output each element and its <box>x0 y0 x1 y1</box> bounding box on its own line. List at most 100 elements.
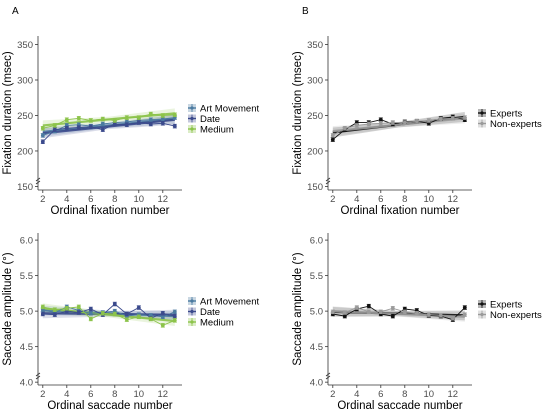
y-tick-label: 200 <box>307 146 323 157</box>
y-tick-label: 4.0 <box>310 377 323 388</box>
data-point <box>40 312 45 316</box>
axis-break-mark <box>35 372 41 380</box>
x-tick-label: 10 <box>134 194 145 205</box>
data-point <box>462 312 467 317</box>
data-point <box>354 123 359 128</box>
x-tick-label: 8 <box>402 389 407 400</box>
data-point <box>148 112 153 116</box>
legend-label: Medium <box>200 124 234 135</box>
data-point <box>124 115 129 120</box>
y-tick-label: 250 <box>307 111 323 122</box>
data-point <box>438 313 443 318</box>
data-point <box>100 311 105 316</box>
x-tick-label: 6 <box>378 389 383 400</box>
legend-key-point <box>190 116 194 121</box>
data-point <box>88 307 93 311</box>
data-point <box>330 137 335 142</box>
x-tick-label: 4 <box>354 194 359 205</box>
y-tick-label: 350 <box>307 40 323 51</box>
data-point <box>76 116 81 121</box>
y-tick-label: 150 <box>17 182 33 193</box>
data-point <box>390 306 395 311</box>
x-axis-title: Ordinal fixation number <box>341 205 460 217</box>
data-point <box>76 304 81 309</box>
data-point <box>450 116 455 121</box>
legend-label: Non-experts <box>490 119 542 130</box>
data-point <box>402 120 407 125</box>
legend-label: Experts <box>490 108 522 119</box>
series-line <box>332 305 466 321</box>
legend-label: Experts <box>490 299 522 310</box>
x-tick-label: 6 <box>88 194 93 205</box>
data-point <box>160 314 165 319</box>
data-point <box>76 125 81 130</box>
data-point <box>112 302 117 306</box>
x-axis-title: Ordinal saccade number <box>337 400 462 412</box>
data-point <box>330 133 335 138</box>
data-point <box>64 117 69 122</box>
series-line <box>42 113 175 129</box>
legend-key-point <box>190 127 194 131</box>
data-point <box>124 317 129 322</box>
data-point <box>40 304 45 309</box>
data-point <box>76 310 81 315</box>
x-tick-label: 10 <box>424 389 435 400</box>
legend-key-point <box>480 111 484 115</box>
legend-label: Art Movement <box>200 103 259 114</box>
data-point <box>100 127 105 132</box>
data-point <box>52 312 57 317</box>
x-tick-label: 10 <box>424 194 435 205</box>
x-axis-title: Ordinal fixation number <box>51 205 170 217</box>
legend-label: Date <box>200 307 220 318</box>
data-point <box>172 112 177 117</box>
x-tick-label: 2 <box>330 389 335 400</box>
x-tick-label: 4 <box>64 389 69 400</box>
data-point <box>426 312 431 317</box>
data-point <box>112 312 117 316</box>
x-tick-label: 8 <box>112 389 117 400</box>
x-tick-label: 2 <box>40 194 45 205</box>
x-axis-title: Ordinal saccade number <box>47 400 172 412</box>
axis-break-mark <box>325 177 331 185</box>
data-point <box>124 312 129 316</box>
y-tick-label: 5.5 <box>310 271 323 282</box>
data-point <box>172 318 177 323</box>
y-axis-title: Saccade amplitude (°) <box>2 252 14 365</box>
y-tick-label: 6.0 <box>20 235 33 246</box>
data-point <box>390 120 395 125</box>
y-tick-label: 5.0 <box>310 306 323 317</box>
y-tick-label: 300 <box>17 75 33 86</box>
data-point <box>112 122 117 126</box>
data-point <box>366 122 371 126</box>
y-tick-label: 4.5 <box>310 342 323 353</box>
y-axis-title: Fixation duration (msec) <box>2 51 14 175</box>
x-tick-label: 12 <box>448 389 459 400</box>
x-tick-label: 12 <box>158 389 169 400</box>
legend-key-point <box>190 299 194 303</box>
x-tick-label: 2 <box>330 194 335 205</box>
legend-key-point <box>480 312 484 317</box>
data-point <box>172 124 177 129</box>
data-point <box>88 118 93 123</box>
data-point <box>342 310 347 315</box>
data-point <box>160 311 165 316</box>
data-point <box>160 117 165 121</box>
x-tick-label: 6 <box>88 389 93 400</box>
data-point <box>402 309 407 314</box>
panel-letter-a: A <box>12 6 19 17</box>
data-point <box>366 309 371 314</box>
legend-label: Date <box>200 114 220 125</box>
y-tick-label: 4.0 <box>20 377 33 388</box>
data-point <box>414 119 419 124</box>
data-point <box>426 118 431 123</box>
data-point <box>354 305 359 310</box>
legend-key-point <box>190 320 194 324</box>
data-point <box>64 126 69 131</box>
x-tick-label: 4 <box>354 389 359 400</box>
data-point <box>136 115 141 120</box>
data-point <box>160 113 165 118</box>
data-point <box>52 123 57 128</box>
